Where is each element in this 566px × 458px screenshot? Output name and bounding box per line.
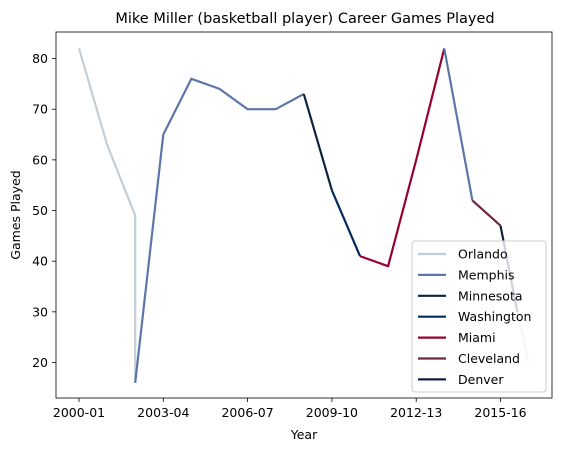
y-tick-label: 40: [32, 254, 48, 269]
series-line-cleveland-7: [472, 200, 500, 225]
x-axis-label: Year: [290, 427, 318, 442]
x-tick-label: 2006-07: [221, 405, 273, 420]
x-tick-label: 2000-01: [53, 405, 105, 420]
series-line-miami-5: [360, 48, 444, 266]
x-tick-label: 2003-04: [137, 405, 189, 420]
series-line-minnesota-3: [304, 94, 332, 190]
y-tick-label: 20: [32, 355, 48, 370]
chart-title: Mike Miller (basketball player) Career G…: [115, 11, 494, 27]
legend-label-minnesota: Minnesota: [458, 288, 523, 303]
series-line-memphis-6: [444, 48, 472, 200]
y-tick-label: 80: [32, 51, 48, 66]
series-line-orlando-1: [79, 48, 135, 382]
legend-label-denver: Denver: [458, 372, 504, 387]
y-tick-label: 50: [32, 203, 48, 218]
y-axis-label: Games Played: [8, 170, 23, 259]
legend-label-miami: Miami: [458, 330, 496, 345]
x-axis-ticks: 2000-01 2003-04 2006-07 2009-10 2012-13 2015-…: [53, 398, 527, 420]
legend-label-memphis: Memphis: [458, 267, 515, 282]
x-tick-label: 2012-13: [390, 405, 442, 420]
series-line-memphis-2: [135, 79, 304, 383]
y-tick-label: 60: [32, 152, 48, 167]
legend-label-cleveland: Cleveland: [458, 351, 520, 366]
x-tick-label: 2015-16: [474, 405, 526, 420]
y-axis-ticks: 20 30 40 50 60 70 80: [32, 51, 56, 370]
x-tick-label: 2009-10: [306, 405, 358, 420]
legend-label-orlando: Orlando: [458, 247, 508, 262]
legend-label-washington: Washington: [458, 309, 531, 324]
y-tick-label: 70: [32, 102, 48, 117]
legend: Orlando Memphis Minnesota Washington Miami Cl…: [412, 241, 546, 392]
series-line-washington-4: [332, 190, 360, 256]
y-tick-label: 30: [32, 304, 48, 319]
